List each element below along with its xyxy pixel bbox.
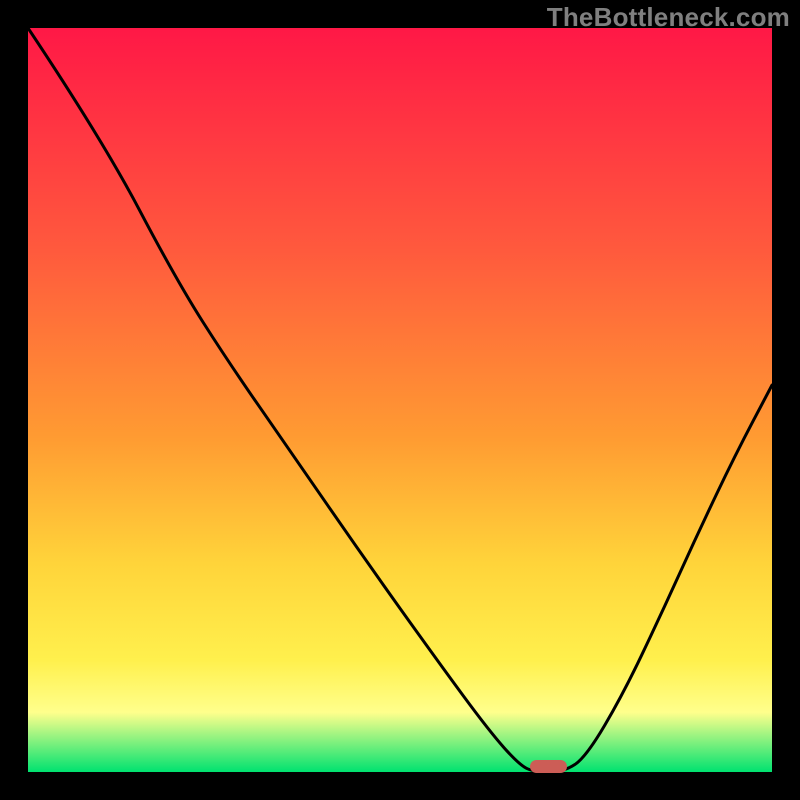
plot-gradient-area <box>28 28 772 772</box>
figure-canvas: TheBottleneck.com <box>0 0 800 800</box>
optimal-point-marker <box>530 760 567 773</box>
bottleneck-curve <box>28 28 772 772</box>
watermark-label: TheBottleneck.com <box>547 2 790 33</box>
